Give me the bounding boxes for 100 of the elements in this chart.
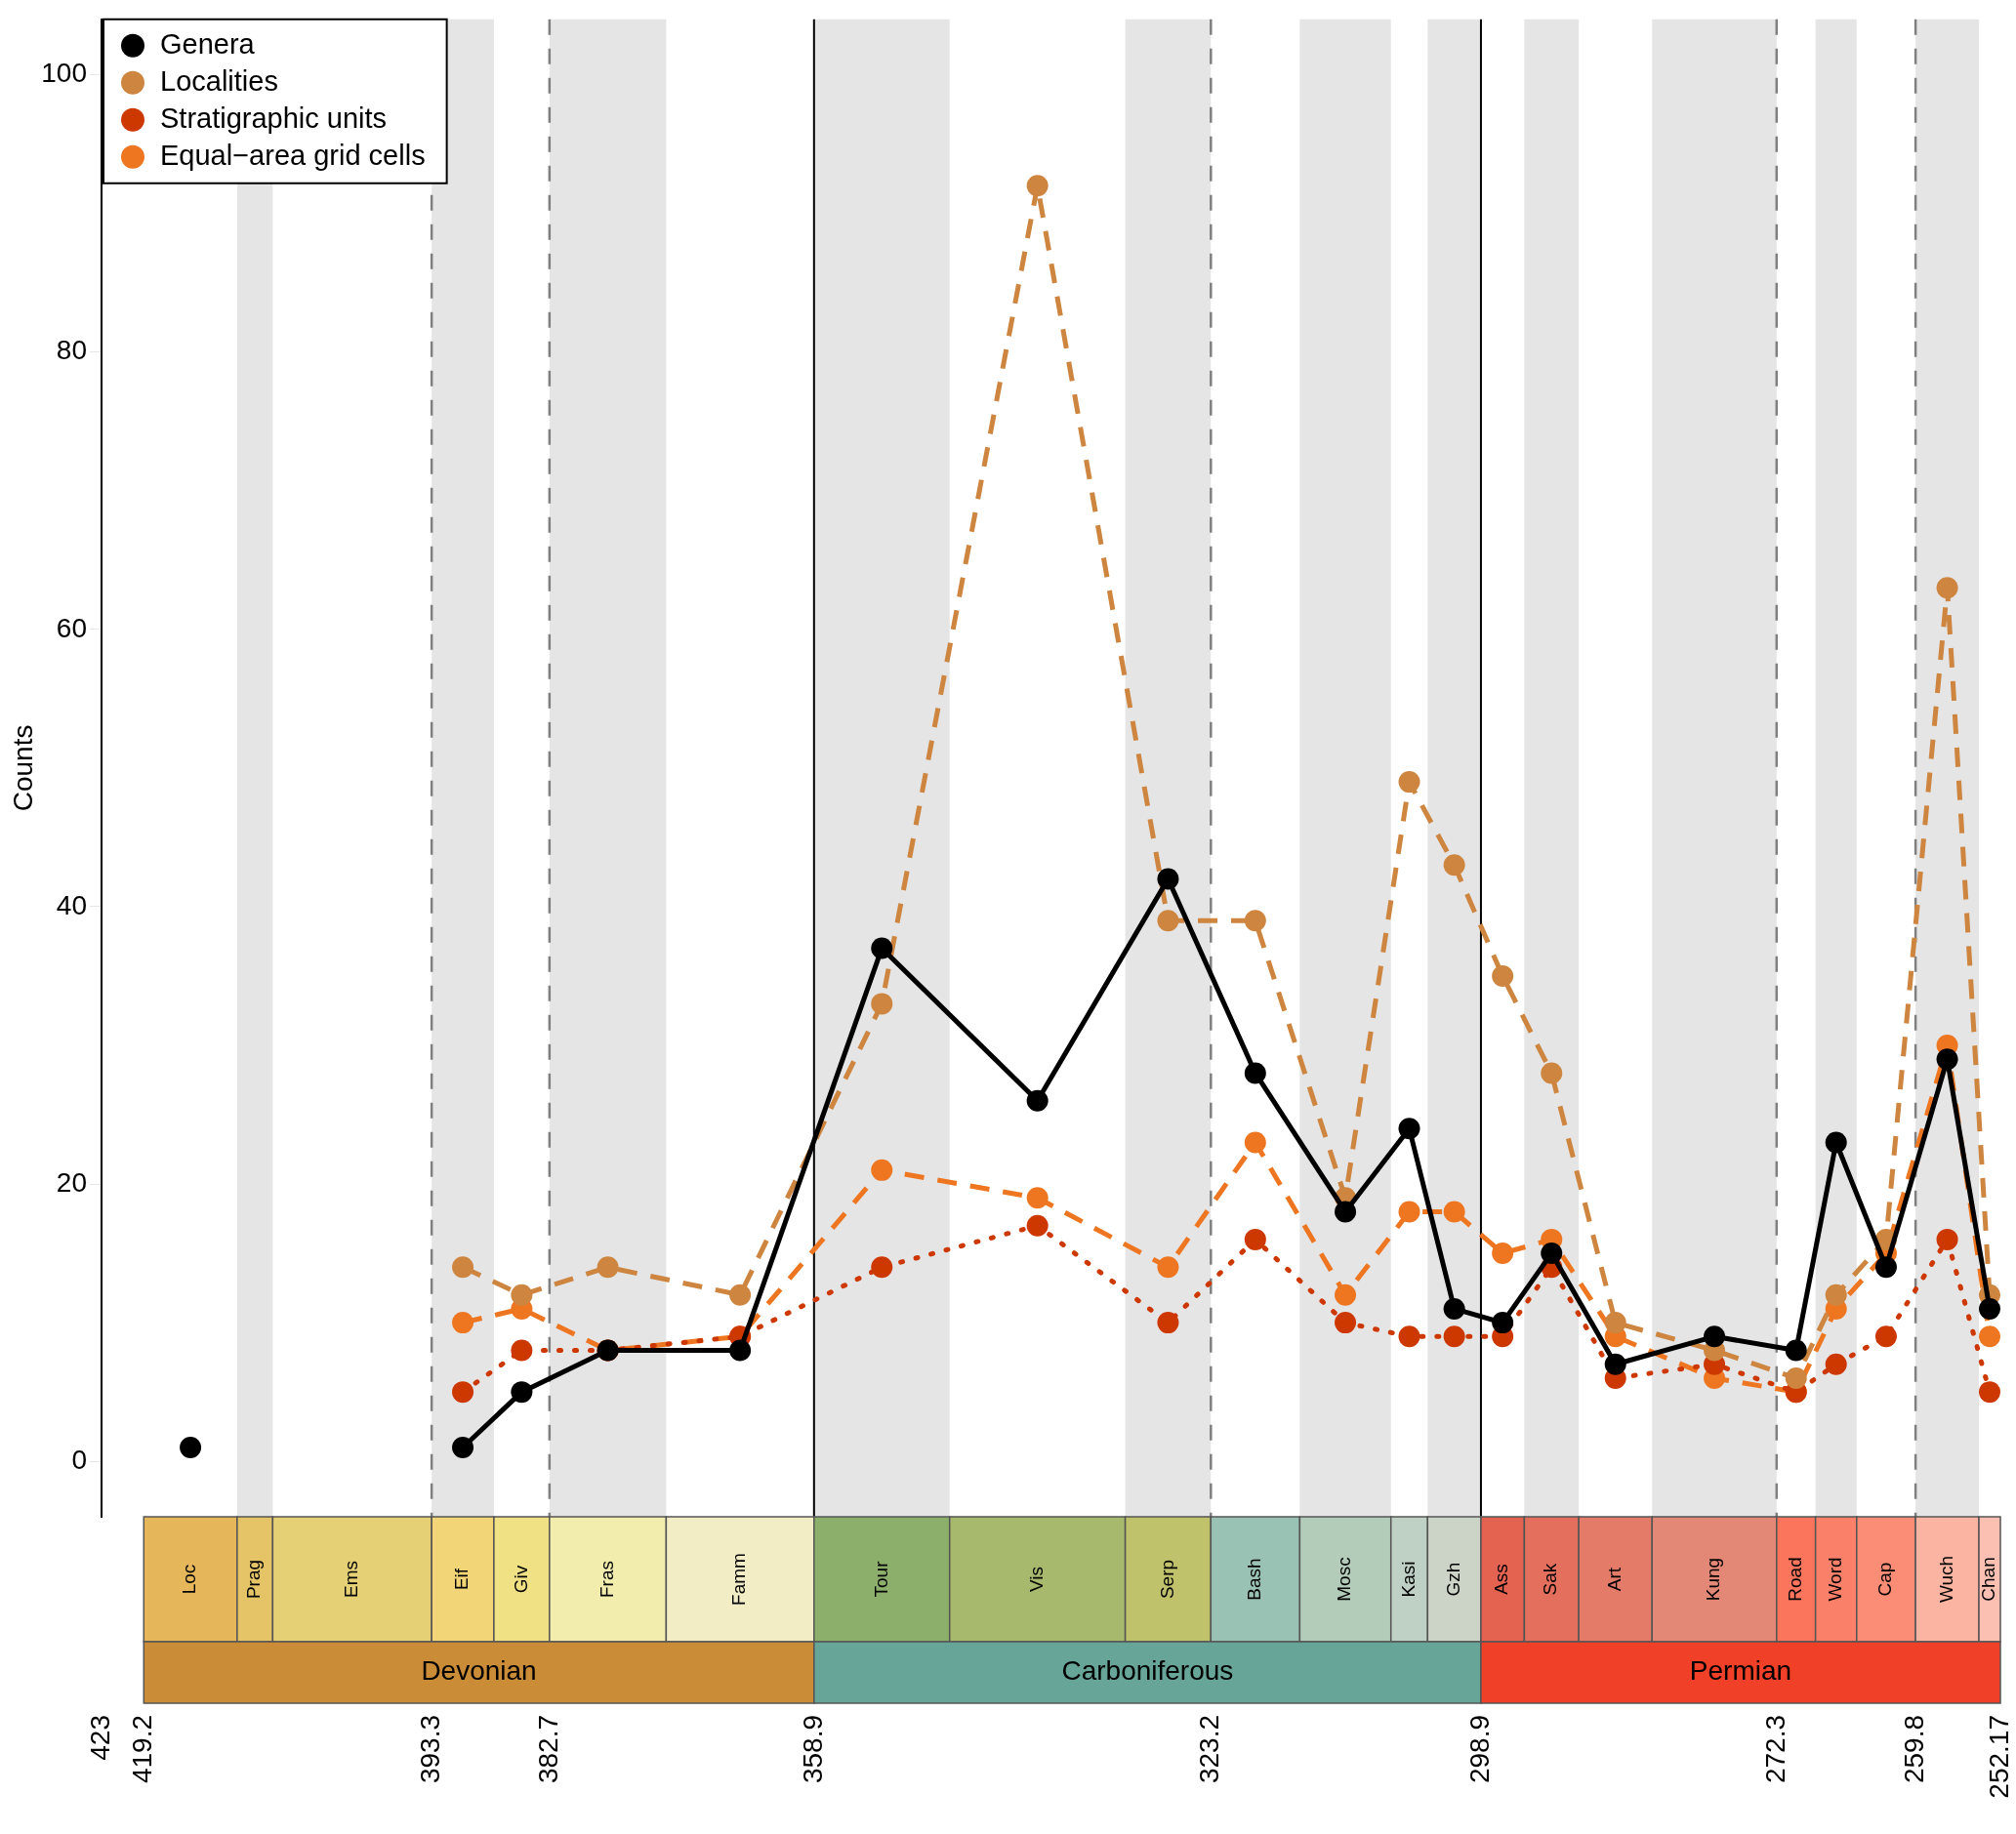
point — [452, 1381, 474, 1404]
text: Cap — [1874, 1562, 1896, 1597]
point — [1492, 1243, 1514, 1265]
point — [1541, 1243, 1563, 1265]
text: Eif — [451, 1568, 473, 1591]
point — [871, 1159, 893, 1181]
x-tick-label: 323.2 — [1194, 1715, 1224, 1784]
y-tick-label: 100 — [41, 58, 87, 89]
point — [180, 1436, 202, 1458]
x-tick-label: 423 — [84, 1715, 115, 1761]
point — [1874, 1325, 1897, 1348]
point — [729, 1339, 752, 1362]
point — [1026, 175, 1049, 197]
point — [1335, 1201, 1357, 1223]
x-tick-label: 419.2 — [126, 1715, 157, 1784]
point — [1443, 1325, 1465, 1348]
point — [1443, 854, 1465, 876]
text: Carboniferous — [1061, 1655, 1234, 1687]
point — [1398, 771, 1420, 794]
text: Wuch — [1935, 1555, 1956, 1604]
point — [1443, 1201, 1465, 1223]
point — [871, 1256, 893, 1279]
point — [452, 1312, 474, 1334]
point — [1874, 1256, 1897, 1279]
text: Vis — [1025, 1566, 1047, 1593]
text: Sak — [1540, 1563, 1561, 1596]
point — [1604, 1312, 1626, 1334]
text: Ems — [340, 1561, 361, 1598]
text: Gzh — [1442, 1562, 1463, 1597]
point — [1157, 910, 1179, 932]
point — [1398, 1201, 1420, 1223]
point — [871, 993, 893, 1015]
point — [1785, 1339, 1807, 1362]
point — [597, 1256, 619, 1279]
text: Art — [1603, 1567, 1625, 1592]
x-tick-label: 358.9 — [797, 1715, 828, 1784]
y-tick-label: 60 — [56, 612, 87, 643]
point — [1335, 1312, 1357, 1334]
point — [1936, 1048, 1958, 1071]
y-tick-label: 40 — [56, 889, 87, 920]
text: Kasi — [1397, 1561, 1419, 1598]
point — [1398, 1118, 1420, 1140]
point — [1936, 577, 1958, 599]
text: Kung — [1703, 1557, 1724, 1602]
y-tick-label: 20 — [56, 1166, 87, 1198]
point — [1492, 964, 1514, 987]
legend-label: Genera — [160, 27, 256, 60]
point — [1157, 868, 1179, 890]
point — [1026, 1214, 1049, 1237]
point — [1244, 1228, 1266, 1250]
point — [1979, 1297, 2000, 1320]
point — [1244, 910, 1266, 932]
point — [1979, 1325, 2000, 1348]
x-tick-label: 252.17 — [1983, 1715, 2014, 1799]
point — [511, 1381, 533, 1404]
point — [1979, 1381, 2000, 1404]
y-tick-label: 0 — [71, 1444, 87, 1475]
text: Mosc — [1334, 1557, 1355, 1602]
x-tick-label: 382.7 — [532, 1715, 563, 1784]
point — [1825, 1353, 1847, 1375]
x-tick-label: 259.8 — [1898, 1715, 1929, 1784]
point — [1026, 1187, 1049, 1209]
x-tick-label: 272.3 — [1759, 1715, 1790, 1784]
y-tick-label: 80 — [56, 335, 87, 366]
text: Word — [1824, 1557, 1845, 1602]
text: Ass — [1491, 1564, 1512, 1595]
point — [1492, 1312, 1514, 1334]
point — [1157, 1256, 1179, 1279]
x-tick-label: 298.9 — [1463, 1715, 1495, 1784]
point — [729, 1284, 752, 1306]
text: Fras — [596, 1561, 617, 1598]
text: Chan — [1978, 1557, 1999, 1602]
legend-label: Stratigraphic units — [160, 102, 388, 134]
text: Famm — [728, 1553, 750, 1606]
text: Prag — [243, 1559, 265, 1600]
text: Permian — [1689, 1655, 1792, 1687]
point — [1936, 1228, 1958, 1250]
point — [1335, 1284, 1357, 1306]
y-axis-title: Counts — [7, 724, 38, 812]
text: Giv — [510, 1565, 531, 1594]
text: Road — [1784, 1557, 1805, 1602]
text: Bash — [1244, 1558, 1265, 1601]
point — [452, 1436, 474, 1458]
text: Loc — [179, 1564, 200, 1595]
point — [1785, 1366, 1807, 1389]
point — [1026, 1089, 1049, 1112]
legend-label: Localities — [160, 64, 278, 97]
point — [1604, 1353, 1626, 1375]
point — [1825, 1284, 1847, 1306]
point — [511, 1284, 533, 1306]
point — [1244, 1062, 1266, 1084]
point — [871, 937, 893, 959]
point — [452, 1256, 474, 1279]
text: Devonian — [421, 1655, 537, 1687]
point — [1541, 1062, 1563, 1084]
x-tick-label: 393.3 — [414, 1715, 445, 1784]
legend-label: Equal−area grid cells — [160, 139, 426, 171]
point — [1443, 1297, 1465, 1320]
point — [1157, 1312, 1179, 1334]
point — [1244, 1131, 1266, 1154]
